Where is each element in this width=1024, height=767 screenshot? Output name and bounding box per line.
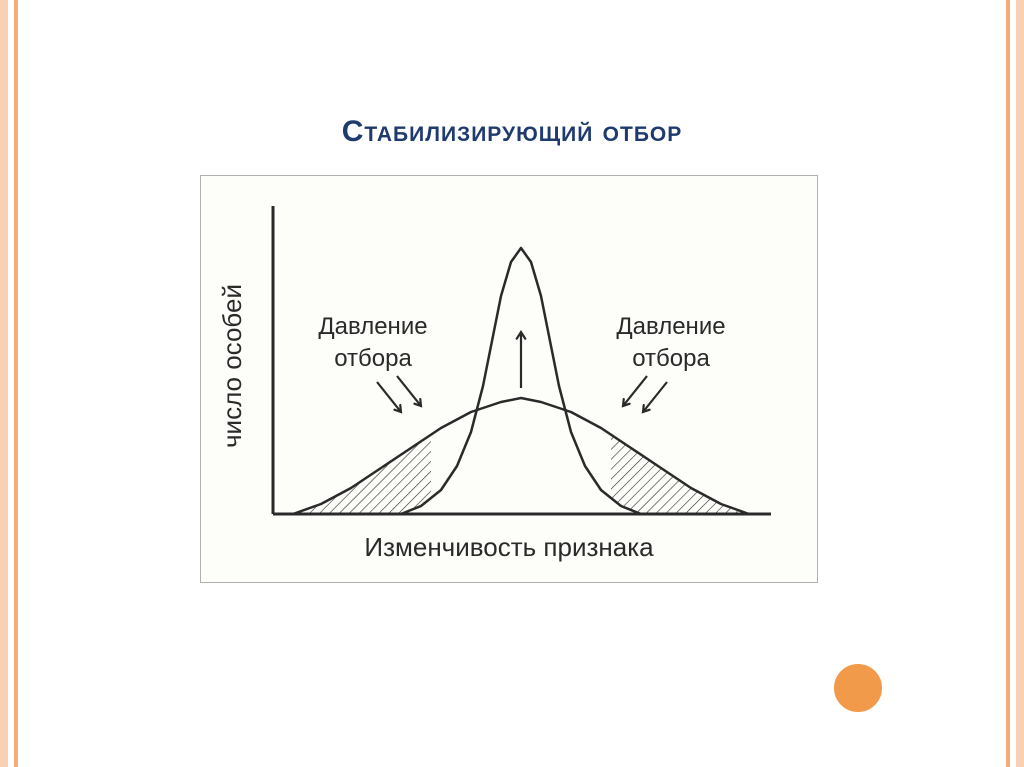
arrow-left-1 <box>397 376 421 406</box>
slide-title: Стабилизирующий отбор <box>0 115 1024 149</box>
arrow-right-0 <box>643 382 667 412</box>
y-axis-label: число особей <box>217 284 247 448</box>
figure-svg: Изменчивость признака число особей Давлени… <box>201 176 817 582</box>
arrow-left-0 <box>377 382 401 412</box>
arrow-right-1 <box>623 376 647 406</box>
label-left-2: отбора <box>334 345 412 372</box>
label-right-2: отбора <box>632 345 710 372</box>
corner-dot-icon <box>830 660 886 716</box>
label-left-1: Давление <box>318 313 427 340</box>
x-axis-label: Изменчивость признака <box>364 532 654 562</box>
figure: Изменчивость признака число особей Давлени… <box>200 175 818 583</box>
slide: Стабилизирующий отбор Изменчивость призн… <box>0 0 1024 767</box>
label-right-1: Давление <box>616 313 725 340</box>
